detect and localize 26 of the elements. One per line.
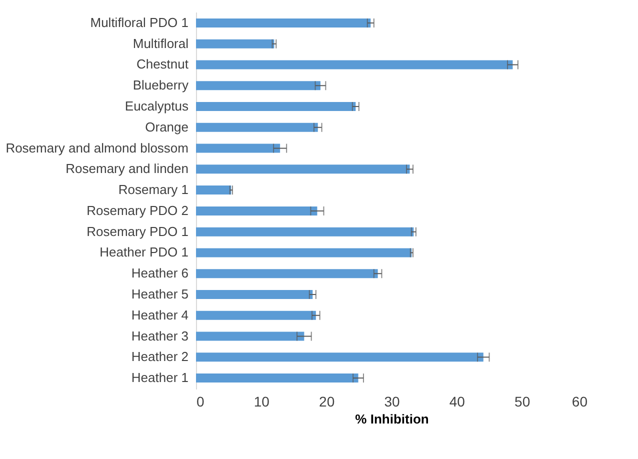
y-tick-label: Heather 1: [131, 370, 188, 386]
y-tick-label: Rosemary PDO 2: [86, 202, 188, 218]
x-tick-label: 40: [449, 394, 466, 410]
x-tick-label: 30: [384, 394, 400, 410]
y-tick-label: Heather 3: [131, 328, 188, 344]
x-axis-title: % Inhibition: [355, 412, 429, 426]
y-tick-label: Chestnut: [136, 56, 189, 72]
y-tick-label: Rosemary 1: [118, 182, 188, 198]
y-tick-label: Multifloral PDO 1: [90, 14, 188, 30]
y-tick-label: Heather 2: [131, 349, 188, 364]
y-tick-label: Rosemary and almond blossom: [6, 140, 188, 156]
y-tick-label: Rosemary PDO 1: [86, 224, 188, 239]
y-tick-label: Heather 6: [131, 266, 188, 281]
y-tick-label: Blueberry: [132, 78, 189, 93]
y-tick-label: Multifloral: [132, 36, 189, 51]
y-tick-label: Rosemary and linden: [66, 161, 188, 176]
y-tick-label: Heather PDO 1: [100, 244, 188, 260]
x-tick-label: 20: [319, 394, 335, 410]
x-tick-label: 10: [254, 394, 270, 410]
x-tick-label: 0: [196, 394, 204, 410]
y-tick-label: Heather 5: [131, 286, 188, 302]
y-tick-label: Eucalyptus: [124, 98, 189, 114]
x-tick-label: 60: [572, 394, 588, 410]
y-tick-label: Heather 4: [131, 307, 188, 322]
x-tick-label: 50: [514, 394, 530, 410]
y-tick-label: Orange: [145, 119, 188, 134]
